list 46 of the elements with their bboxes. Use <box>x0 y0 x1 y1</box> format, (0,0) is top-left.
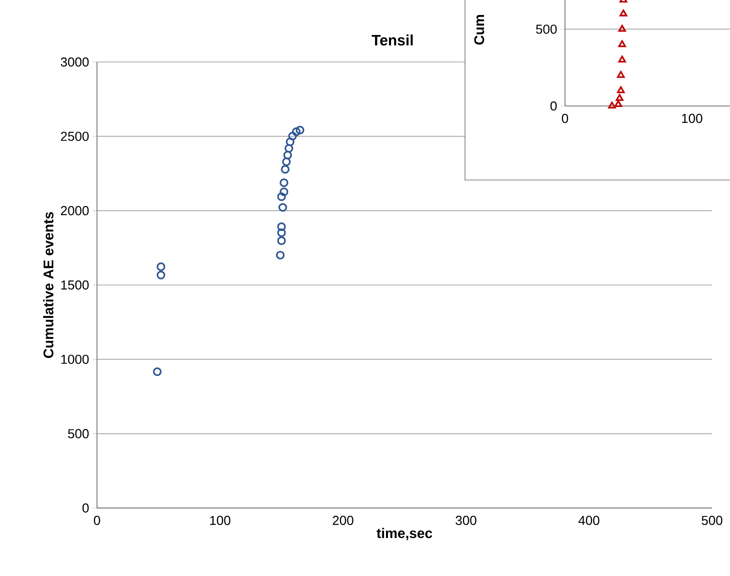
point <box>277 228 286 237</box>
point <box>280 165 290 174</box>
point <box>608 102 616 109</box>
x-tick-label: 100 <box>682 114 702 123</box>
point <box>283 150 292 160</box>
point <box>617 70 625 78</box>
y-axis-title: Cumulative AE events <box>43 212 54 358</box>
point <box>618 40 626 48</box>
point <box>277 222 286 232</box>
x-tick-label: 500 <box>702 516 722 526</box>
x-tick-label: 300 <box>456 516 476 526</box>
point <box>286 138 294 146</box>
point <box>280 178 288 188</box>
y-tick-label: 500 <box>68 429 89 438</box>
point <box>617 86 625 94</box>
point <box>618 56 626 62</box>
x-tick-label: 0 <box>94 516 100 526</box>
point <box>278 203 288 212</box>
point <box>292 127 301 136</box>
y-tick-label: 2500 <box>60 132 89 141</box>
y-axis-title: Cum <box>474 14 484 45</box>
point <box>156 270 166 280</box>
point <box>282 157 291 166</box>
x-tick-label: 400 <box>578 516 600 526</box>
point <box>288 132 297 140</box>
y-tick-label: 1000 <box>61 354 89 364</box>
point <box>152 367 162 376</box>
point <box>280 187 288 196</box>
point <box>284 144 294 153</box>
point <box>277 236 286 245</box>
x-axis-title: time,sec <box>376 528 432 540</box>
point <box>614 100 622 108</box>
x-tick-label: 100 <box>210 516 230 526</box>
point <box>276 250 285 260</box>
chart-title: Tensil <box>372 34 413 46</box>
y-tick-label: 3000 <box>60 57 89 67</box>
point <box>616 94 624 101</box>
point <box>156 262 166 272</box>
y-tick-label: 0 <box>82 503 89 513</box>
y-tick-label: 1500 <box>61 280 89 290</box>
point <box>620 10 628 16</box>
point <box>618 24 626 32</box>
y-tick-label: 2000 <box>60 206 89 216</box>
x-tick-label: 200 <box>332 516 354 526</box>
point <box>296 126 304 134</box>
point <box>277 192 286 201</box>
